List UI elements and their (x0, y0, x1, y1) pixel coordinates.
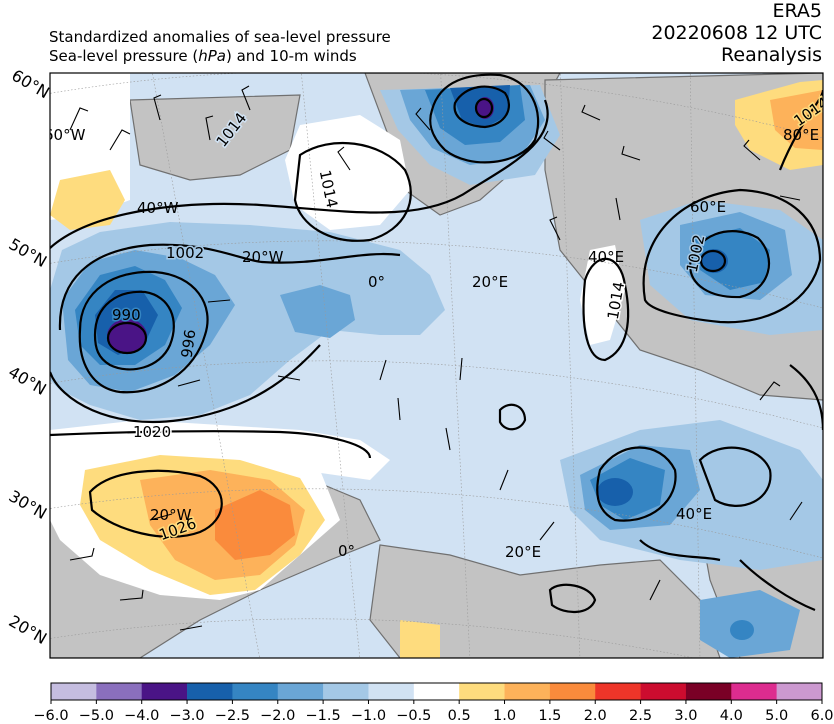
colorbar-tick-label: 1.0 (492, 708, 517, 724)
colorbar-tick-label: 2.0 (583, 708, 607, 724)
lon-label: 80°E (783, 126, 819, 144)
graticule-lines (50, 73, 823, 658)
colorbar-tick-label: −1.0 (350, 708, 387, 724)
colorbar-tick-label: 2.5 (629, 708, 653, 724)
colorbar-swatch (549, 683, 596, 700)
dataset-label: ERA5 (772, 0, 822, 22)
colorbar-swatch (141, 683, 188, 700)
colorbar-tick-label: −1.5 (305, 708, 341, 724)
lat-label: 60°N (8, 66, 52, 103)
map-subtitle: Standardized anomalies of sea-level pres… (49, 28, 391, 66)
colorbar-tick-label: 3.0 (674, 708, 698, 724)
subtitle-line-1: Standardized anomalies of sea-level pres… (49, 28, 391, 46)
colorbar-tick-label: −6.0 (33, 708, 69, 724)
colorbar-tick-label: 0.5 (447, 708, 471, 724)
lon-label: 0° (338, 542, 355, 560)
colorbar-swatch (96, 683, 143, 700)
isobar-label: 1020 (133, 423, 171, 441)
lat-label: 20°N (6, 611, 50, 648)
lon-label: 40°E (588, 248, 624, 266)
colorbar-swatch (685, 683, 732, 700)
unit-hpa: hPa (198, 47, 226, 65)
datetime-label: 20220608 12 UTC (651, 22, 822, 44)
colorbar-tick-label: −3.0 (169, 708, 205, 724)
colorbar-swatch (504, 683, 551, 700)
colorbar-swatch (731, 683, 777, 700)
lon-label: 60°W (44, 126, 86, 144)
graticule-labels-inner: 60°W 40°W 20°W 0° 20°E 40°E 60°E 80°E 20… (44, 126, 819, 561)
lon-label: 40°E (676, 505, 712, 523)
lon-label: 20°E (472, 273, 508, 291)
isobar-label: 990 (112, 306, 141, 324)
colorbar-tick-label: −5.0 (78, 708, 114, 724)
colorbar-swatch (776, 683, 823, 700)
colorbar (50, 682, 823, 704)
colorbar-swatch (277, 683, 324, 700)
lat-label: 30°N (6, 486, 50, 523)
colorbar-swatch (187, 683, 233, 700)
colorbar-swatch (413, 683, 460, 700)
colorbar-tick-label: 4.0 (719, 708, 743, 724)
latitude-labels: 60°N 50°N 40°N 30°N 20°N (5, 66, 53, 648)
lon-label: 20°E (505, 543, 541, 561)
map-frame (49, 72, 824, 659)
colorbar-tick-label: 1.5 (538, 708, 562, 724)
anomaly-shading (50, 73, 823, 658)
colorbar-tick-label: −2.0 (260, 708, 296, 724)
product-label: Reanalysis (721, 44, 822, 66)
lon-label: 0° (368, 273, 385, 291)
map-info: ERA5 20220608 12 UTC Reanalysis (651, 0, 822, 66)
colorbar-frame (50, 682, 823, 701)
colorbar-tick-label: −0.5 (396, 708, 432, 724)
colorbar-tick-label: 6.0 (810, 708, 834, 724)
lon-label: 60°E (690, 198, 726, 216)
colorbar-tick-label: −4.0 (124, 708, 160, 724)
lon-label: 20°W (150, 506, 192, 524)
colorbar-swatch (323, 683, 369, 700)
subtitle-line-2: Sea-level pressure (hPa) and 10-m winds (49, 47, 357, 65)
map-area: 1014 1014 1002 990 996 1020 1026 1014 10… (44, 73, 823, 658)
isobars (50, 73, 823, 613)
lon-label: 20°W (242, 248, 284, 266)
colorbar-swatch (459, 683, 505, 700)
isobar-label: 1002 (166, 244, 204, 262)
colorbar-tick-label: −2.5 (214, 708, 251, 724)
lon-label: 40°W (137, 199, 179, 217)
colorbar-swatch (368, 683, 415, 700)
colorbar-tick-label: 5.0 (765, 708, 789, 724)
wind-barbs (69, 85, 803, 631)
lat-label: 40°N (5, 362, 49, 399)
lat-label: 50°N (6, 234, 50, 271)
colorbar-swatch (640, 683, 687, 700)
colorbar-swatch (232, 683, 279, 700)
colorbar-swatch (51, 683, 97, 700)
colorbar-swatch (595, 683, 641, 700)
